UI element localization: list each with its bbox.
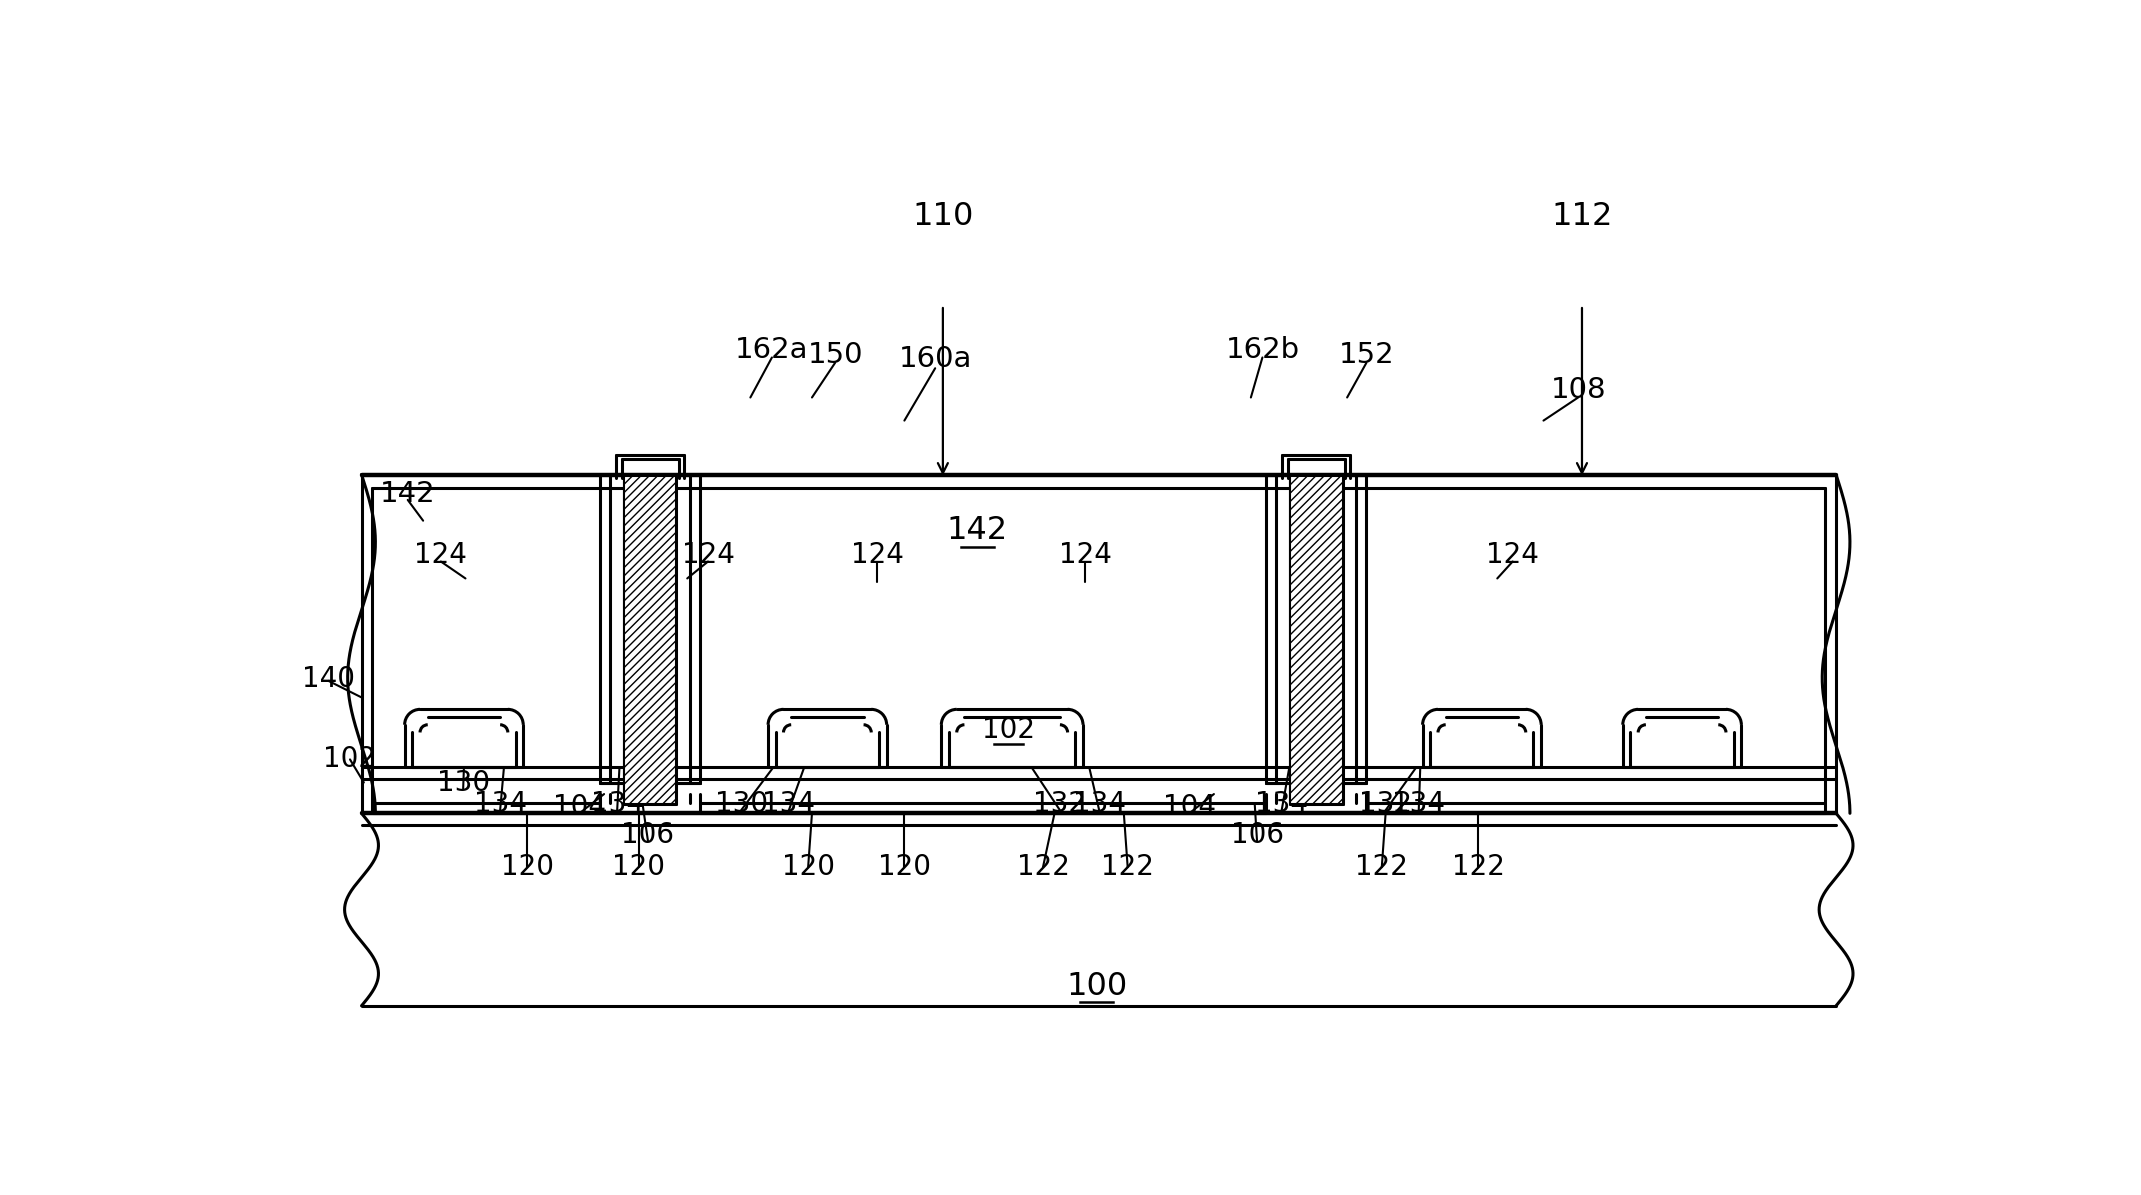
Text: 134: 134 [1073,790,1126,819]
Text: 132: 132 [1034,790,1085,819]
Text: 162a: 162a [734,336,809,363]
Text: 134: 134 [591,790,644,819]
Text: 112: 112 [1552,201,1612,232]
Text: 122: 122 [1355,853,1409,881]
Text: 124: 124 [1060,541,1111,569]
Text: 106: 106 [621,821,674,848]
Text: 152: 152 [1338,341,1394,369]
Text: 160a: 160a [899,345,972,373]
Text: 104: 104 [1163,793,1216,821]
Text: 102: 102 [983,716,1034,744]
Text: 120: 120 [501,853,555,881]
Text: 108: 108 [1550,375,1606,404]
Text: 134: 134 [473,790,527,819]
Text: 132: 132 [1360,790,1413,819]
Text: 134: 134 [762,790,816,819]
Text: 134: 134 [1392,790,1445,819]
Bar [1291,476,1342,804]
Text: 120: 120 [612,853,666,881]
Bar [623,476,677,804]
Text: 106: 106 [1231,821,1285,848]
Text: 130: 130 [715,790,769,819]
Text: 122: 122 [1017,853,1068,881]
Text: 124: 124 [1486,541,1539,569]
Text: 120: 120 [878,853,931,881]
Text: 120: 120 [781,853,835,881]
Text: 140: 140 [302,664,355,693]
Text: 110: 110 [912,201,974,232]
Text: 134: 134 [1255,790,1308,819]
Text: 124: 124 [415,541,467,569]
Text: 104: 104 [552,793,606,821]
Text: 102: 102 [323,746,377,773]
Text: 124: 124 [850,541,904,569]
Text: 162b: 162b [1225,336,1300,363]
Text: 142: 142 [946,515,1008,546]
Text: 142: 142 [379,479,435,508]
Text: 150: 150 [807,341,863,369]
Text: 124: 124 [681,541,734,569]
Text: 100: 100 [1066,972,1128,1003]
Text: 130: 130 [437,768,490,797]
Text: 122: 122 [1452,853,1505,881]
Text: 122: 122 [1100,853,1154,881]
